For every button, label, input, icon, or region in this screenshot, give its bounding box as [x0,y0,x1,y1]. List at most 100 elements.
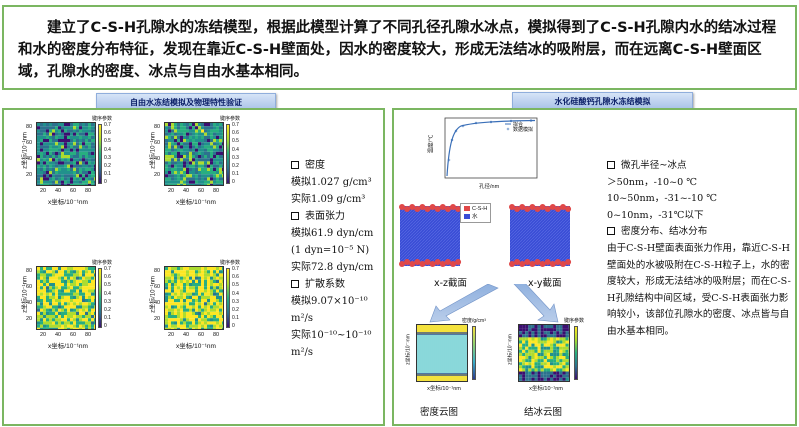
cbar-title: 键序参数 [220,260,241,266]
csh-swatch-icon [464,206,470,211]
freeze-map: 键序参数 z坐标/10⁻¹nm x坐标/10⁻¹nm [504,318,592,392]
cbar-tick: 0 [104,179,107,186]
cbar-tick: 0.4 [232,146,239,153]
y-tick: 20 [154,172,161,178]
x-tick: 40 [183,188,190,194]
pore-range-3: 0~10nm，-31℃以下 [607,209,704,221]
water-swatch-icon [464,214,470,219]
x-tick: 40 [55,332,62,338]
plot-ylabel: z坐标/10⁻¹nm [150,132,157,169]
y-tick: 80 [26,268,33,274]
order-parameter-plot-3: 键序参数 z坐标/10⁻¹nm x坐标/10⁻¹nm 20 40 60 80 80 60 40 20… [18,258,120,356]
summary-text: 建立了C-S-H孔隙水的冻结模型，根据此模型计算了不同孔径孔隙水冰点，模拟得到了… [2,5,797,90]
density-map: 密度/g/cm³ z坐标/10⁻¹nm x坐标/10⁻¹nm [402,318,490,392]
tension-sim: 模拟61.9 dyn/cm [291,228,374,239]
property-list: 密度 模拟1.027 g/cm³ 实际1.09 g/cm³ 表面张力 模拟61.… [291,157,386,361]
cbar-title: 键序参数 [92,116,113,122]
cbar-tick: 0.3 [232,154,239,161]
diffusion-real: 实际10⁻¹⁰~10⁻¹⁰ [291,330,372,341]
density-map-ylabel: z坐标/10⁻¹nm [405,334,412,365]
plot-xlabel: x坐标/10⁻¹nm [176,199,216,206]
cbar-tick: 0.7 [104,122,111,128]
xz-section-image [398,200,462,272]
freeze-cbar-title: 键序参数 [564,318,585,324]
x-tick: 20 [168,332,175,338]
y-tick: 80 [154,268,161,274]
curve-legend-data: 数据模拟 [513,127,534,133]
checkbox-icon [607,227,615,236]
plot-xlabel: x坐标/10⁻¹nm [48,199,88,206]
y-tick: 20 [154,316,161,322]
cbar-tick: 0.2 [232,163,239,169]
x-tick: 80 [85,188,92,194]
density-map-caption: 密度云图 [420,407,459,418]
plot-ylabel: z坐标/10⁻¹nm [22,132,29,169]
y-tick: 80 [154,124,161,130]
y-tick: 40 [154,156,161,162]
cbar-tick: 0.4 [232,290,239,297]
cbar-tick: 0.5 [104,138,111,145]
cbar-tick: 0.4 [104,146,111,153]
checkbox-icon [291,212,299,220]
order-parameter-plot-4: 键序参数 z坐标/10⁻¹nm x坐标/10⁻¹nm 20 40 60 80 80 60 40 20… [146,258,248,356]
xz-caption: x-z截面 [434,278,468,289]
x-tick: 80 [213,188,220,194]
y-tick: 20 [26,172,33,178]
order-parameter-plot-2: 键序参数 z坐标/10⁻¹nm x坐标/10⁻¹nm 20 40 60 80 80 60 40 20… [146,114,248,212]
y-tick: 80 [26,124,33,130]
plot-xlabel: x坐标/10⁻¹nm [176,343,216,350]
cbar-tick: 0.4 [104,290,111,297]
x-tick: 60 [70,332,77,338]
density-map-xlabel: x坐标/10⁻¹nm [427,386,461,392]
cbar-tick: 0.2 [232,307,239,313]
curve-xlabel: 孔径/nm [479,184,500,190]
cbar-tick: 0.3 [232,298,239,305]
x-tick: 20 [168,188,175,194]
plot-xlabel: x坐标/10⁻¹nm [48,343,88,350]
distribution-body: 由于C-S-H壁面表面张力作用，靠近C-S-H壁面处的水被吸附在C-S-H粒子上… [607,242,791,337]
freeze-map-xlabel: x坐标/10⁻¹nm [529,386,563,392]
cbar-tick: 0.6 [232,130,239,137]
checkbox-icon [607,161,615,169]
cbar-tick: 0.7 [232,266,239,272]
cbar-title: 键序参数 [220,116,241,122]
density-real: 实际1.09 g/cm³ [291,194,366,205]
legend-water: 水 [472,214,478,220]
y-tick: 60 [154,284,161,290]
density-sim: 模拟1.027 g/cm³ [291,177,372,188]
pore-range-1: ＞50nm，-10~0 ℃ [607,176,698,188]
cbar-tick: 0.1 [104,171,111,178]
pore-description: 微孔半径~冰点 ＞50nm，-10~0 ℃ 10~50nm，-31~-10 ℃ … [607,158,794,341]
density-heading: 密度 [305,160,325,171]
y-tick: 60 [26,284,33,290]
order-parameter-plot-1: 键序参数 z坐标/10⁻¹nm x坐标/10⁻¹nm 20 40 60 80 80 60 40 20… [18,114,120,212]
cbar-tick: 0 [232,323,235,330]
cbar-tick: 0.5 [232,138,239,145]
cbar-tick: 0.7 [232,122,239,128]
freeze-map-ylabel: z坐标/10⁻¹nm [507,334,514,365]
distribution-heading: 密度分布、结冰分布 [621,226,708,238]
cbar-tick: 0.6 [104,274,111,281]
x-tick: 60 [198,332,205,338]
cbar-tick: 0.2 [104,163,111,169]
cbar-tick: 0 [104,323,107,330]
xy-caption: x-y截面 [528,278,562,289]
x-tick: 40 [183,332,190,338]
cbar-tick: 0.6 [232,274,239,281]
cbar-tick: 0.7 [104,266,111,272]
diffusion-real-unit: m²/s [291,347,313,358]
x-tick: 20 [40,188,47,194]
diffusion-heading: 扩散系数 [305,279,345,290]
panel-free-water: 键序参数 z坐标/10⁻¹nm x坐标/10⁻¹nm 20 40 60 80 80 60 40 20… [2,108,385,426]
curve-legend-fit: 拟合 [513,122,524,128]
cbar-tick: 0.1 [104,315,111,322]
x-tick: 60 [198,188,205,194]
xy-section-image [508,200,572,272]
x-tick: 40 [55,188,62,194]
cbar-tick: 0.2 [104,307,111,313]
x-tick: 20 [40,332,47,338]
cbar-tick: 0.3 [104,154,111,161]
y-tick: 20 [26,316,33,322]
checkbox-icon [291,161,299,169]
x-tick: 60 [70,188,77,194]
